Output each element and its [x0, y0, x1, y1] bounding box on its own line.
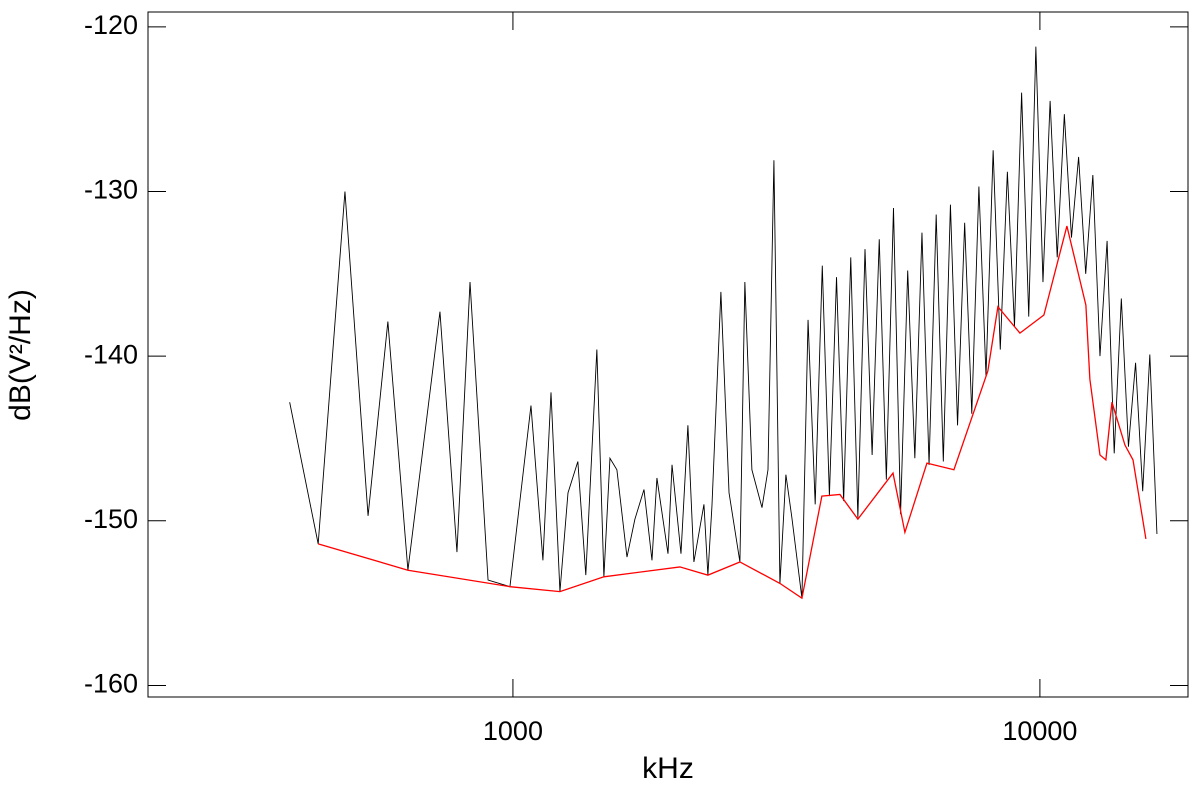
data-line — [317, 225, 1147, 600]
x-axis-label: kHz — [642, 752, 694, 785]
y-axis-label: dB(V²/Hz) — [4, 289, 37, 421]
x-tick-label: 1000 — [483, 716, 543, 746]
x-tick-label: 10000 — [1002, 716, 1077, 746]
plot-frame — [147, 11, 1189, 698]
data-line — [289, 46, 1158, 599]
y-tick-label: -160 — [84, 669, 138, 699]
y-tick-label: -120 — [84, 10, 138, 40]
y-tick-label: -140 — [84, 339, 138, 369]
y-tick-label: -150 — [84, 504, 138, 534]
y-tick-label: -130 — [84, 175, 138, 205]
